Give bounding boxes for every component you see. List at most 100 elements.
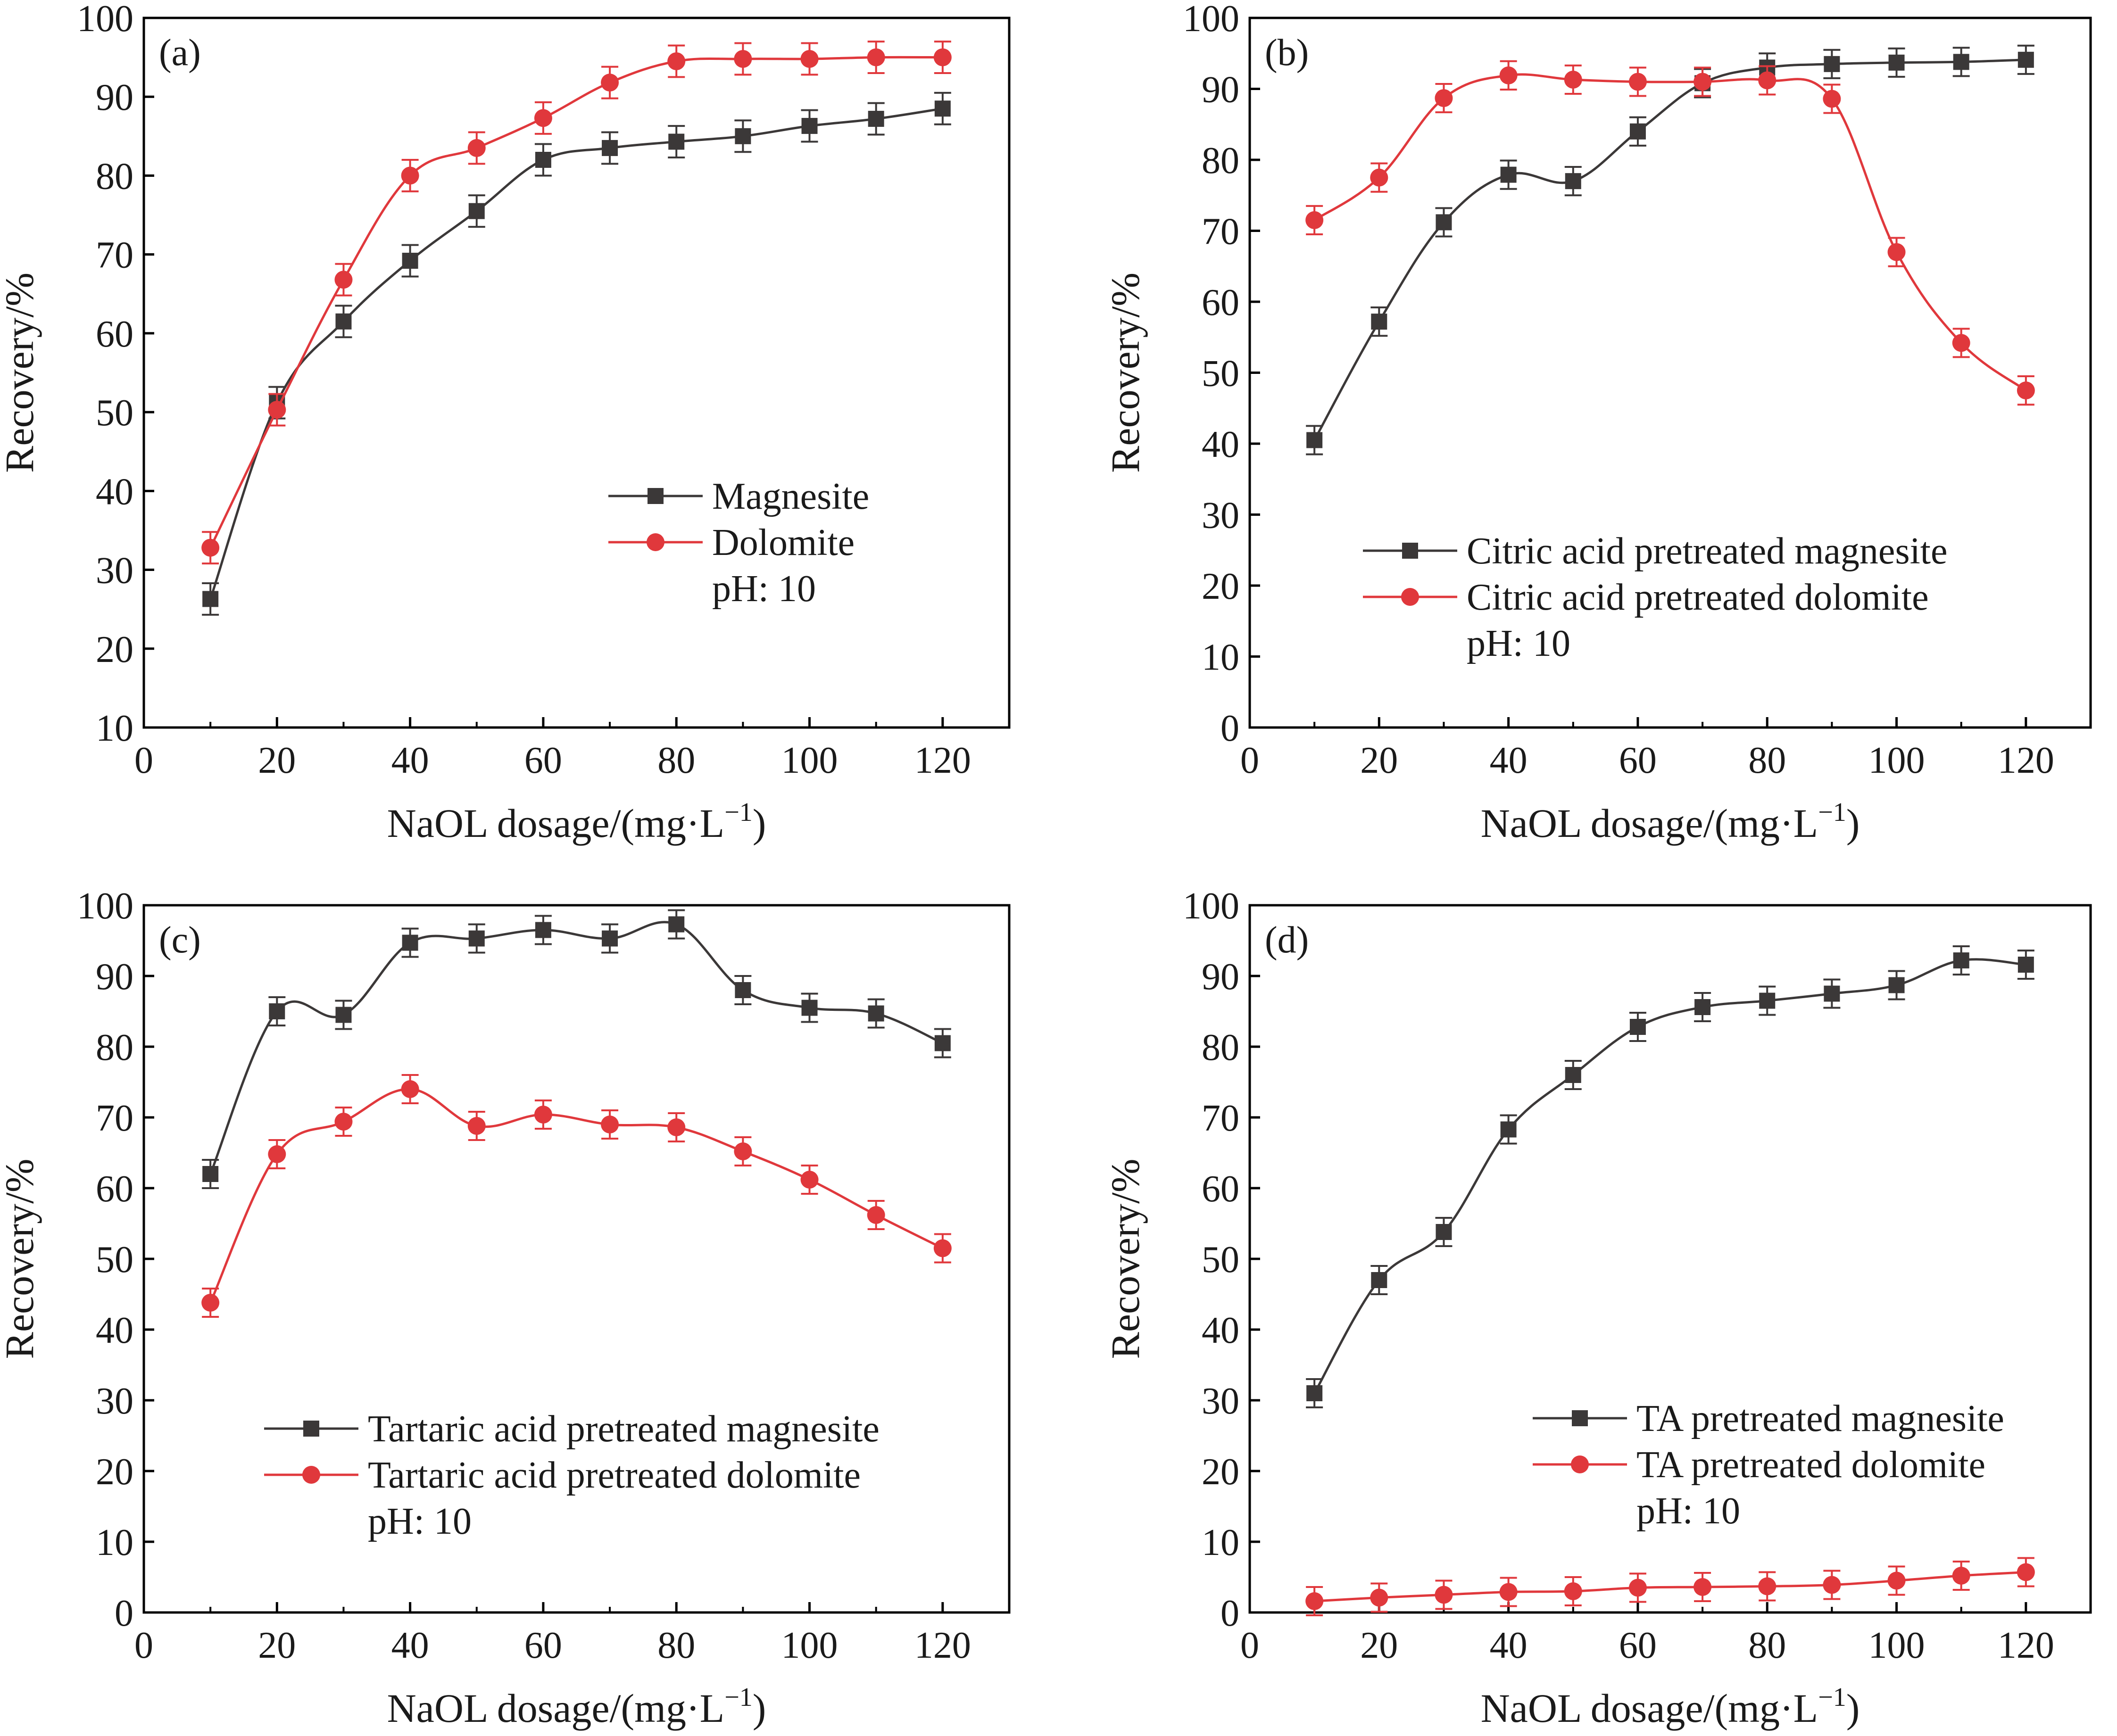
series-line (209, 1088, 943, 1304)
legend-marker (648, 488, 664, 504)
y-tick-label: 60 (96, 314, 133, 355)
y-tick-label: 60 (96, 1168, 133, 1210)
y-tick-label: 80 (1202, 140, 1239, 182)
y-axis-title: Recovery/% (0, 273, 42, 473)
data-point (801, 118, 818, 134)
series-2 (201, 41, 952, 565)
x-tick-label: 0 (1240, 1625, 1259, 1666)
data-point (1824, 56, 1840, 72)
data-point (268, 401, 286, 419)
data-point (735, 128, 751, 144)
series-2 (1305, 60, 2035, 406)
data-point (1758, 71, 1777, 90)
y-tick-label: 0 (1220, 708, 1239, 749)
data-point (934, 100, 951, 117)
y-tick-label: 80 (96, 1027, 133, 1068)
data-point (1888, 54, 1905, 71)
data-point (467, 1117, 486, 1135)
legend-marker (647, 533, 664, 551)
x-tick-label: 20 (258, 740, 296, 781)
data-point (467, 139, 486, 157)
legend-label: Tartaric acid pretreated magnesite (368, 1408, 880, 1450)
y-tick-label: 20 (96, 629, 133, 670)
legend-note: pH: 10 (1636, 1490, 1740, 1532)
data-point (1305, 1592, 1324, 1610)
y-tick-label: 100 (77, 0, 133, 40)
data-point (933, 48, 952, 66)
series-line (1313, 958, 2026, 1394)
y-axis-title: Recovery/% (1103, 1158, 1148, 1359)
data-point (535, 922, 551, 938)
data-point (1887, 243, 1906, 261)
y-tick-label: 50 (96, 1239, 133, 1281)
y-tick-label: 40 (1202, 424, 1239, 465)
x-tick-label: 0 (134, 740, 153, 781)
y-tick-label: 90 (96, 956, 133, 998)
panel-label: (b) (1265, 32, 1309, 74)
x-tick-label: 120 (1998, 740, 2054, 781)
data-point (1952, 334, 1970, 352)
legend-label: Citric acid pretreated magnesite (1467, 530, 1948, 572)
data-point (1499, 1583, 1518, 1601)
data-point (1953, 952, 1969, 968)
y-tick-label: 40 (96, 471, 133, 513)
chart-panel-2: 0 20 40 60 80 100 1200102030405060708090100NaO… (1103, 0, 2092, 846)
chart-panel-1: 0 20 40 60 80 100 120 10 20 30 40 50 60 70 80 90 100 NaOL… (0, 0, 1011, 846)
y-axis-title: Recovery/% (1103, 273, 1148, 473)
legend: Magnesite Dolomite pH: 10 (608, 476, 869, 610)
series-line (209, 921, 943, 1174)
y-tick-label: 100 (1183, 0, 1239, 40)
data-point (1887, 1571, 1906, 1590)
x-tick-label: 60 (1619, 740, 1657, 781)
data-point (1824, 985, 1840, 1002)
data-point (2017, 1563, 2035, 1581)
x-tick-label: 40 (1490, 740, 1528, 781)
data-point (1564, 70, 1582, 89)
legend-note: pH: 10 (712, 568, 816, 610)
data-point (269, 1003, 285, 1019)
legend-marker (303, 1421, 319, 1437)
legend-marker (1402, 543, 1418, 559)
y-tick-label: 70 (96, 235, 133, 276)
data-point (1759, 992, 1776, 1009)
y-tick-label: 100 (1183, 885, 1239, 927)
data-point (801, 1000, 818, 1016)
x-tick-label: 60 (524, 1625, 562, 1666)
legend-label: Tartaric acid pretreated dolomite (368, 1455, 861, 1496)
legend-marker (1571, 1455, 1589, 1473)
plot-frame (142, 17, 1011, 729)
y-tick-label: 10 (1202, 1522, 1239, 1563)
data-point (334, 1113, 353, 1131)
data-point (401, 166, 419, 185)
y-tick-label: 50 (1202, 353, 1239, 395)
chart-panel-4: 0 20 40 60 80 100 1200102030405060708090100NaO… (1103, 885, 2092, 1731)
y-tick-label: 70 (1202, 211, 1239, 253)
y-axis-title: Recovery/% (0, 1158, 42, 1359)
data-point (268, 1145, 286, 1163)
data-point (1628, 73, 1647, 91)
x-axis-title: NaOL dosage/(mg·L−1) (387, 1683, 766, 1731)
y-tick-label: 40 (96, 1310, 133, 1351)
data-point (601, 1116, 619, 1133)
data-point (1888, 977, 1905, 993)
y-tick-label: 40 (1202, 1310, 1239, 1351)
panel-label: (d) (1265, 919, 1309, 961)
data-point (2017, 51, 2034, 68)
x-axis-title: NaOL dosage/(mg·L−1) (1481, 798, 1860, 846)
data-point (1435, 89, 1453, 107)
data-point (201, 1294, 220, 1312)
y-tick-label: 50 (96, 392, 133, 434)
data-point (202, 1166, 219, 1182)
y-tick-label: 60 (1202, 1168, 1239, 1210)
x-tick-label: 60 (524, 740, 562, 781)
x-tick-label: 0 (1240, 740, 1259, 781)
x-tick-label: 80 (657, 1625, 695, 1666)
data-point (1370, 1588, 1388, 1607)
data-point (1371, 314, 1387, 330)
data-point (1694, 1578, 1712, 1596)
x-tick-label: 20 (1360, 1625, 1398, 1666)
series-line (1313, 58, 2026, 441)
data-point (2017, 381, 2035, 400)
data-point (402, 253, 418, 269)
